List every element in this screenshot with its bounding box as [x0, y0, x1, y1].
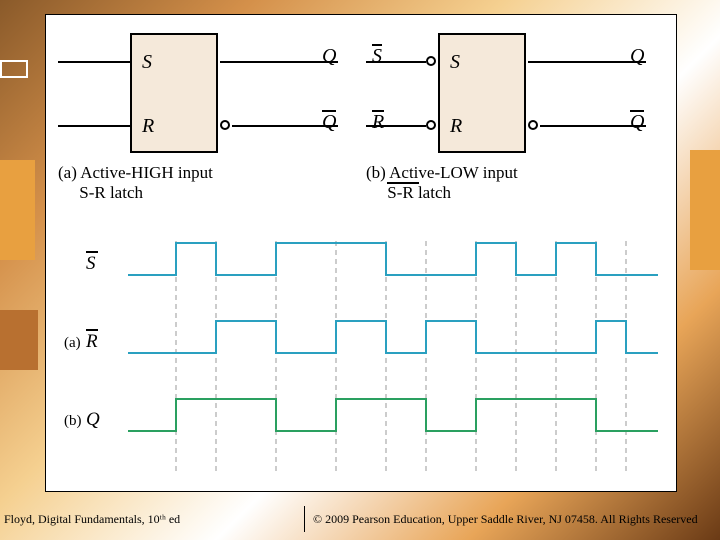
latch-b-in-Rbar: R — [372, 111, 384, 134]
latch-a-out-Q: Q — [322, 45, 336, 68]
latch-b: S R S R Q Q (b) Active-LOW input S-R lat… — [366, 33, 656, 193]
svg-text:R: R — [85, 331, 98, 352]
svg-text:S: S — [86, 253, 96, 274]
latch-b-box-R: R — [450, 115, 462, 138]
svg-text:(a): (a) — [64, 335, 81, 351]
svg-text:(b): (b) — [64, 413, 82, 429]
latch-b-in-Sbar: S — [372, 45, 382, 68]
latch-a-caption: (a) Active-HIGH input S-R latch — [58, 163, 348, 202]
footer-right: © 2009 Pearson Education, Upper Saddle R… — [313, 512, 712, 532]
latch-a-out-Qbar: Q — [322, 111, 336, 134]
footer-left: Floyd, Digital Fundamentals, 10ᵗʰ ed — [4, 512, 304, 532]
content-panel: S R Q Q (a) Active-HIGH input S-R latch … — [45, 14, 677, 492]
latch-b-out-Qbar: Q — [630, 111, 644, 134]
svg-text:Q: Q — [86, 409, 100, 430]
latch-a-in-R: R — [142, 115, 154, 138]
slide-footer: Floyd, Digital Fundamentals, 10ᵗʰ ed © 2… — [4, 512, 712, 532]
latch-b-caption: (b) Active-LOW input S-R latch — [366, 163, 656, 202]
latch-b-out-Q: Q — [630, 45, 644, 68]
latch-a: S R Q Q (a) Active-HIGH input S-R latch — [58, 33, 348, 193]
latch-b-box-S: S — [450, 51, 460, 74]
timing-diagram: S R(a) Q(b) — [64, 233, 664, 483]
latch-a-in-S: S — [142, 51, 152, 74]
